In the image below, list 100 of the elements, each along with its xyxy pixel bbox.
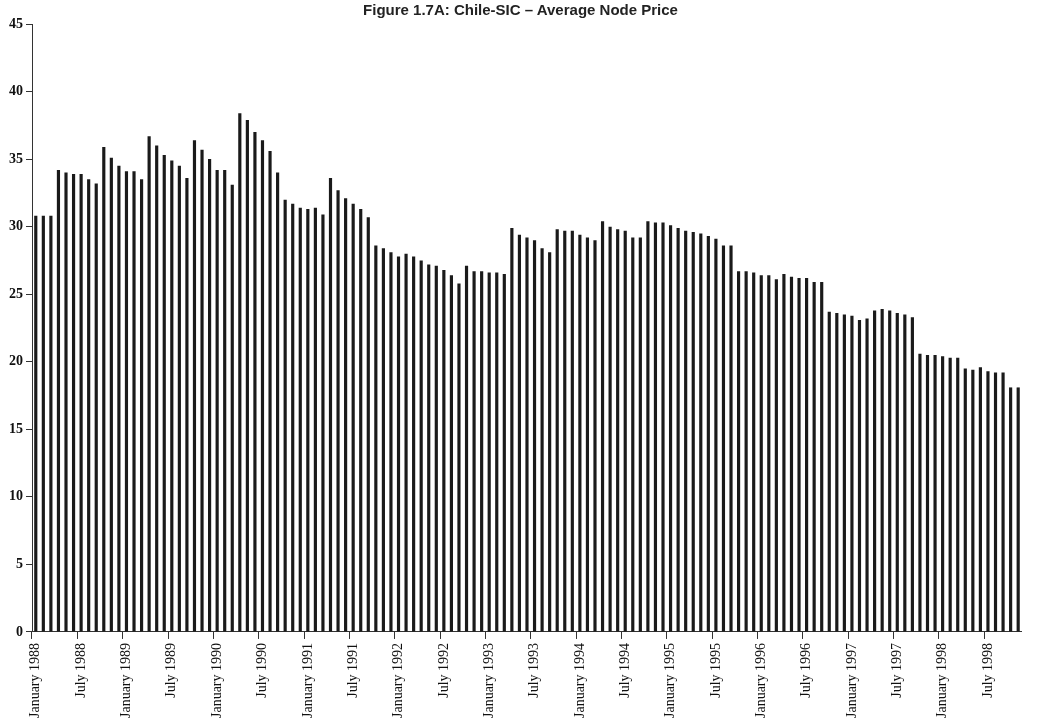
bar <box>873 310 877 632</box>
bar <box>374 245 378 632</box>
bar <box>699 233 703 632</box>
bar <box>64 172 68 632</box>
bar <box>903 314 907 632</box>
bar <box>139 179 144 632</box>
bar <box>895 313 899 632</box>
bar <box>230 184 234 632</box>
bar <box>480 271 484 632</box>
bar <box>56 169 61 632</box>
bar <box>736 271 741 632</box>
x-tick-label: January 1989 <box>118 642 134 719</box>
bar <box>910 317 914 632</box>
bar <box>880 309 884 632</box>
bar <box>691 232 695 632</box>
x-tick-label: July 1997 <box>888 642 904 698</box>
bar <box>510 228 514 632</box>
x-tick-label: July 1989 <box>163 642 179 698</box>
bar <box>1016 387 1020 632</box>
bar <box>585 237 590 632</box>
bar <box>268 151 272 632</box>
bar <box>721 245 726 632</box>
bar <box>487 272 491 632</box>
x-tick-label: January 1997 <box>843 642 859 719</box>
x-tick-label: July 1996 <box>798 642 814 698</box>
bar <box>359 209 363 632</box>
bar <box>797 277 801 632</box>
bar <box>759 275 763 632</box>
bar <box>774 279 778 632</box>
bar <box>593 240 597 632</box>
bar <box>87 179 91 632</box>
bar <box>918 353 922 632</box>
bar <box>328 178 333 632</box>
bar <box>185 178 189 632</box>
bar <box>729 245 733 632</box>
bar <box>442 269 446 632</box>
x-tick-label: January 1992 <box>390 642 406 719</box>
bar <box>570 230 574 632</box>
bar <box>132 171 136 632</box>
y-tick-label: 10 <box>9 488 23 504</box>
bar <box>646 221 650 632</box>
y-tick-label: 20 <box>9 353 23 369</box>
y-tick-label: 35 <box>9 150 23 166</box>
bar <box>676 228 680 632</box>
bar <box>532 240 537 632</box>
bar <box>200 149 204 632</box>
bar <box>223 169 227 632</box>
bar <box>668 225 673 632</box>
bar <box>344 198 348 632</box>
bar <box>147 136 151 632</box>
bar <box>34 215 38 632</box>
y-tick-label: 15 <box>9 420 23 436</box>
bar <box>245 119 249 632</box>
bar <box>502 273 506 632</box>
bar <box>888 310 892 632</box>
x-tick-label: January 1991 <box>299 642 315 719</box>
bar <box>419 260 423 632</box>
bar <box>306 209 310 632</box>
bar <box>351 203 355 632</box>
bar <box>578 234 582 632</box>
x-tick-label: January 1995 <box>662 642 678 719</box>
x-tick-label: July 1994 <box>616 642 632 698</box>
bar <box>963 368 967 632</box>
y-tick-label: 0 <box>16 623 23 639</box>
bar <box>434 265 438 632</box>
bar <box>653 222 658 632</box>
x-tick-label: January 1990 <box>208 642 224 719</box>
x-tick-label: July 1988 <box>72 642 88 698</box>
bar <box>661 222 665 632</box>
bar <box>827 311 831 632</box>
bar <box>238 113 242 632</box>
bar <box>933 355 937 632</box>
chart-title: Figure 1.7A: Chile-SIC – Average Node Price <box>363 1 678 19</box>
bar <box>381 248 385 632</box>
bar <box>971 369 975 632</box>
bar <box>389 252 393 632</box>
bar <box>495 272 499 632</box>
bar <box>49 215 53 632</box>
bar <box>71 173 76 632</box>
x-tick-label: January 1988 <box>27 642 43 719</box>
bar <box>956 357 960 632</box>
bar <box>427 264 431 632</box>
bar <box>517 234 522 632</box>
y-tick-label: 25 <box>9 285 23 301</box>
x-tick-label: January 1998 <box>934 642 950 719</box>
bar <box>925 355 930 632</box>
bar <box>366 217 370 632</box>
bar <box>941 356 945 632</box>
bar <box>117 165 121 632</box>
bar <box>993 372 998 632</box>
bar <box>948 357 952 632</box>
bar <box>457 283 461 632</box>
bar <box>631 237 635 632</box>
bar <box>208 159 212 632</box>
bar <box>276 172 280 632</box>
bar <box>79 173 83 632</box>
bar <box>865 318 869 632</box>
bar <box>177 165 181 632</box>
bar <box>684 230 688 632</box>
bar <box>563 230 567 632</box>
